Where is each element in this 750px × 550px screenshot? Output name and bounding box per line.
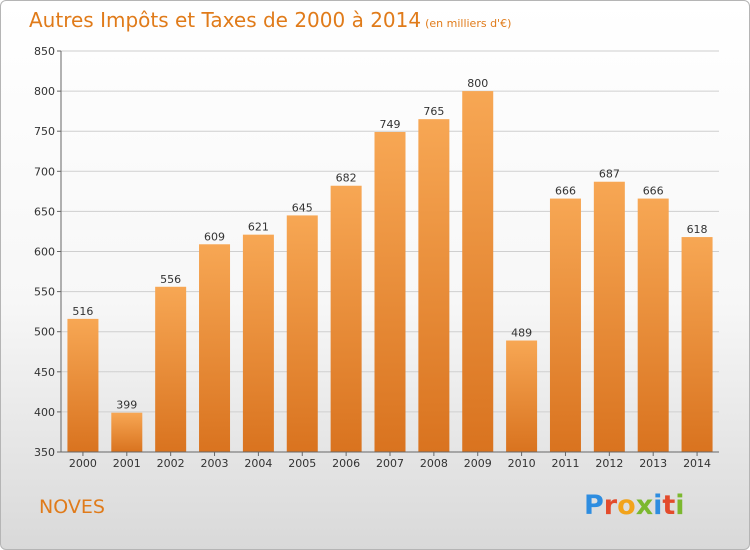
- data-label: 609: [204, 230, 225, 243]
- x-tick-label: 2007: [376, 457, 404, 470]
- logo-letter: x: [635, 490, 654, 521]
- logo-letter: r: [603, 490, 618, 521]
- bar: [67, 318, 99, 452]
- y-tick-label: 400: [34, 406, 55, 419]
- data-label: 687: [599, 168, 620, 181]
- bar: [462, 91, 494, 452]
- data-label: 621: [248, 221, 269, 234]
- bar: [242, 234, 274, 452]
- data-label: 618: [687, 223, 708, 236]
- data-label: 516: [72, 305, 93, 318]
- title-unit: (en milliers d'€): [425, 17, 512, 30]
- x-tick-label: 2012: [595, 457, 623, 470]
- y-tick-label: 700: [34, 165, 55, 178]
- y-tick-label: 450: [34, 366, 55, 379]
- x-tick-label: 2014: [683, 457, 711, 470]
- y-tick-label: 850: [34, 45, 55, 58]
- bar: [374, 132, 406, 452]
- bar: [286, 215, 318, 452]
- bar: [155, 286, 187, 452]
- y-tick-label: 600: [34, 246, 55, 259]
- x-tick-label: 2010: [508, 457, 536, 470]
- x-tick-label: 2005: [288, 457, 316, 470]
- data-label: 749: [380, 118, 401, 131]
- x-tick-label: 2002: [157, 457, 185, 470]
- data-label: 765: [423, 105, 444, 118]
- y-tick-label: 500: [34, 326, 55, 339]
- logo-letter: t: [662, 490, 676, 521]
- bar: [506, 340, 538, 452]
- bar: [418, 119, 450, 453]
- bar: [637, 198, 669, 452]
- x-tick-label: 2009: [464, 457, 492, 470]
- bar: [111, 412, 143, 452]
- x-tick-label: 2003: [201, 457, 229, 470]
- y-tick-label: 350: [34, 446, 55, 459]
- data-label: 399: [116, 399, 137, 412]
- y-tick-label: 800: [34, 85, 55, 98]
- x-tick-label: 2013: [639, 457, 667, 470]
- title-text: Autres Impôts et Taxes de 2000 à 2014: [29, 8, 422, 32]
- data-label: 489: [511, 327, 532, 340]
- x-tick-label: 2011: [551, 457, 579, 470]
- logo-letter: i: [675, 490, 685, 521]
- x-tick-label: 2001: [113, 457, 141, 470]
- data-label: 800: [467, 77, 488, 90]
- y-tick-label: 550: [34, 286, 55, 299]
- proxiti-logo: Proxiti: [584, 490, 685, 521]
- logo-letter: i: [653, 490, 663, 521]
- x-tick-label: 2004: [244, 457, 272, 470]
- x-tick-label: 2006: [332, 457, 360, 470]
- bar: [199, 244, 231, 452]
- bar: [330, 185, 362, 452]
- bar: [549, 198, 581, 452]
- y-tick-label: 750: [34, 125, 55, 138]
- data-label: 666: [555, 185, 576, 198]
- x-tick-label: 2000: [69, 457, 97, 470]
- y-tick-label: 650: [34, 205, 55, 218]
- bar: [681, 237, 713, 452]
- chart-title: Autres Impôts et Taxes de 2000 à 2014 (en…: [29, 8, 511, 32]
- data-label: 666: [643, 185, 664, 198]
- bar: [593, 181, 625, 452]
- logo-letter: o: [617, 490, 636, 521]
- data-label: 556: [160, 273, 181, 286]
- logo-letter: P: [584, 490, 604, 521]
- data-label: 682: [336, 172, 357, 185]
- data-label: 645: [292, 201, 313, 214]
- place-name: NOVES: [39, 496, 105, 518]
- x-tick-label: 2008: [420, 457, 448, 470]
